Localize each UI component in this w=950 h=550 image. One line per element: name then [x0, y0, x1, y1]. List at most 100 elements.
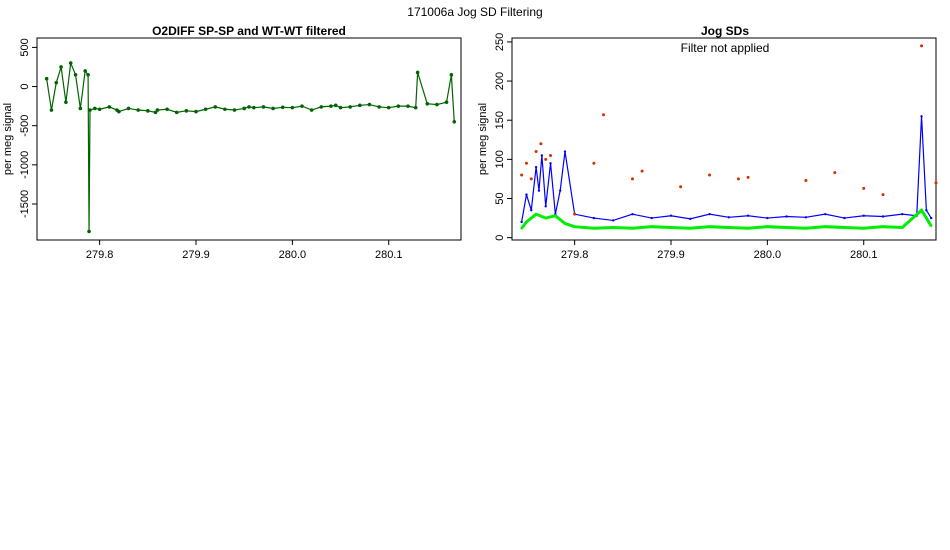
- blue-line-vertex: [881, 215, 885, 218]
- green-line-vertex: [534, 212, 538, 216]
- green-point: [93, 106, 97, 111]
- blue-line-vertex: [611, 219, 615, 222]
- green-point: [59, 65, 63, 69]
- x-tick-label: 279.9: [657, 249, 685, 261]
- red-point: [736, 177, 740, 181]
- blue-line-vertex: [669, 214, 673, 217]
- green-line-vertex: [525, 220, 528, 224]
- green-point: [97, 107, 102, 112]
- red-point: [573, 212, 577, 216]
- green-point: [64, 100, 68, 105]
- green-point: [68, 61, 73, 65]
- green-point: [413, 105, 418, 110]
- blue-line-vertex: [766, 216, 769, 220]
- red-point: [549, 153, 553, 157]
- x-tick-label: 280.0: [279, 249, 307, 261]
- green-point: [252, 105, 256, 110]
- blue-line-vertex: [785, 215, 788, 218]
- right-chart-annotation: Filter not applied: [681, 41, 770, 55]
- green-line-vertex: [746, 227, 750, 230]
- red-point: [539, 142, 543, 146]
- red-point: [920, 44, 924, 48]
- green-point: [329, 104, 333, 108]
- x-tick-label: 279.9: [182, 249, 210, 261]
- green-point: [126, 106, 131, 111]
- y-tick-label: -1000: [19, 151, 31, 179]
- red-point: [934, 181, 938, 185]
- green-line-vertex: [766, 225, 769, 228]
- blue-line-vertex: [525, 193, 528, 196]
- x-tick-label: 280.0: [754, 249, 782, 261]
- blue-line-vertex: [708, 212, 711, 216]
- y-tick-label: 50: [494, 192, 506, 204]
- green-line-vertex: [554, 214, 557, 217]
- green-line-vertex: [862, 227, 865, 230]
- blue-line-vertex: [650, 216, 653, 220]
- green-point: [83, 69, 87, 73]
- green-point: [78, 106, 83, 111]
- green-point: [300, 104, 304, 108]
- green-line-vertex: [520, 227, 523, 230]
- right-y-axis-label: per meg signal: [477, 103, 489, 175]
- red-point: [534, 150, 538, 154]
- green-point: [377, 105, 381, 109]
- green-line-vertex: [631, 227, 634, 230]
- green-point: [247, 105, 251, 109]
- green-point: [184, 109, 189, 113]
- green-point: [319, 105, 324, 109]
- right-chart-title: Jog SDs: [701, 24, 749, 38]
- green-point: [444, 100, 449, 105]
- green-line-vertex: [804, 227, 808, 230]
- left-chart-title: O2DIFF SP-SP and WT-WT filtered: [152, 24, 346, 38]
- red-point: [630, 177, 634, 181]
- green-point: [280, 105, 285, 110]
- green-point: [88, 108, 92, 112]
- x-tick-label: 280.1: [375, 249, 403, 261]
- green-line-vertex: [669, 226, 673, 229]
- y-tick-label: 250: [494, 33, 506, 51]
- green-point: [44, 76, 49, 81]
- red-point: [746, 175, 750, 179]
- figure-title: 171006a Jog SD Filtering: [407, 5, 542, 19]
- green-line-vertex: [544, 216, 547, 220]
- green-point: [309, 108, 314, 112]
- green-point: [386, 105, 391, 110]
- right-plot-frame: [511, 37, 937, 241]
- green-point: [367, 102, 372, 107]
- y-tick-label: -1500: [19, 190, 31, 218]
- red-point: [708, 173, 712, 177]
- red-point: [833, 171, 837, 175]
- green-point: [54, 80, 59, 85]
- y-tick-label: 0: [494, 235, 506, 241]
- green-point: [425, 101, 430, 106]
- green-point: [449, 72, 454, 77]
- green-line-vertex: [573, 225, 576, 228]
- blue-line-vertex: [520, 220, 523, 224]
- green-point: [73, 72, 78, 77]
- blue-line-vertex: [537, 189, 541, 192]
- red-point: [602, 113, 606, 117]
- x-tick-label: 279.8: [561, 249, 589, 261]
- green-point: [107, 105, 112, 109]
- green-line-vertex: [592, 227, 596, 230]
- x-tick-label: 279.8: [86, 249, 114, 261]
- green-point: [146, 109, 150, 113]
- green-point: [406, 104, 410, 108]
- blue-line-vertex: [534, 165, 538, 169]
- blue-line-vertex: [558, 189, 562, 192]
- blue-line-vertex: [925, 209, 928, 212]
- blue-line-vertex: [689, 217, 692, 221]
- green-point: [117, 109, 121, 114]
- blue-line-vertex: [549, 162, 552, 165]
- right-chart-marks: [520, 44, 938, 230]
- green-point: [87, 229, 91, 234]
- left-plot-frame: [36, 37, 462, 241]
- y-tick-label: 500: [19, 38, 31, 56]
- green-point: [155, 108, 160, 112]
- green-point: [358, 103, 362, 108]
- blue-series-line: [521, 116, 932, 223]
- y-tick-label: 150: [494, 111, 506, 129]
- green-point: [415, 70, 420, 75]
- green-line-vertex: [881, 225, 885, 228]
